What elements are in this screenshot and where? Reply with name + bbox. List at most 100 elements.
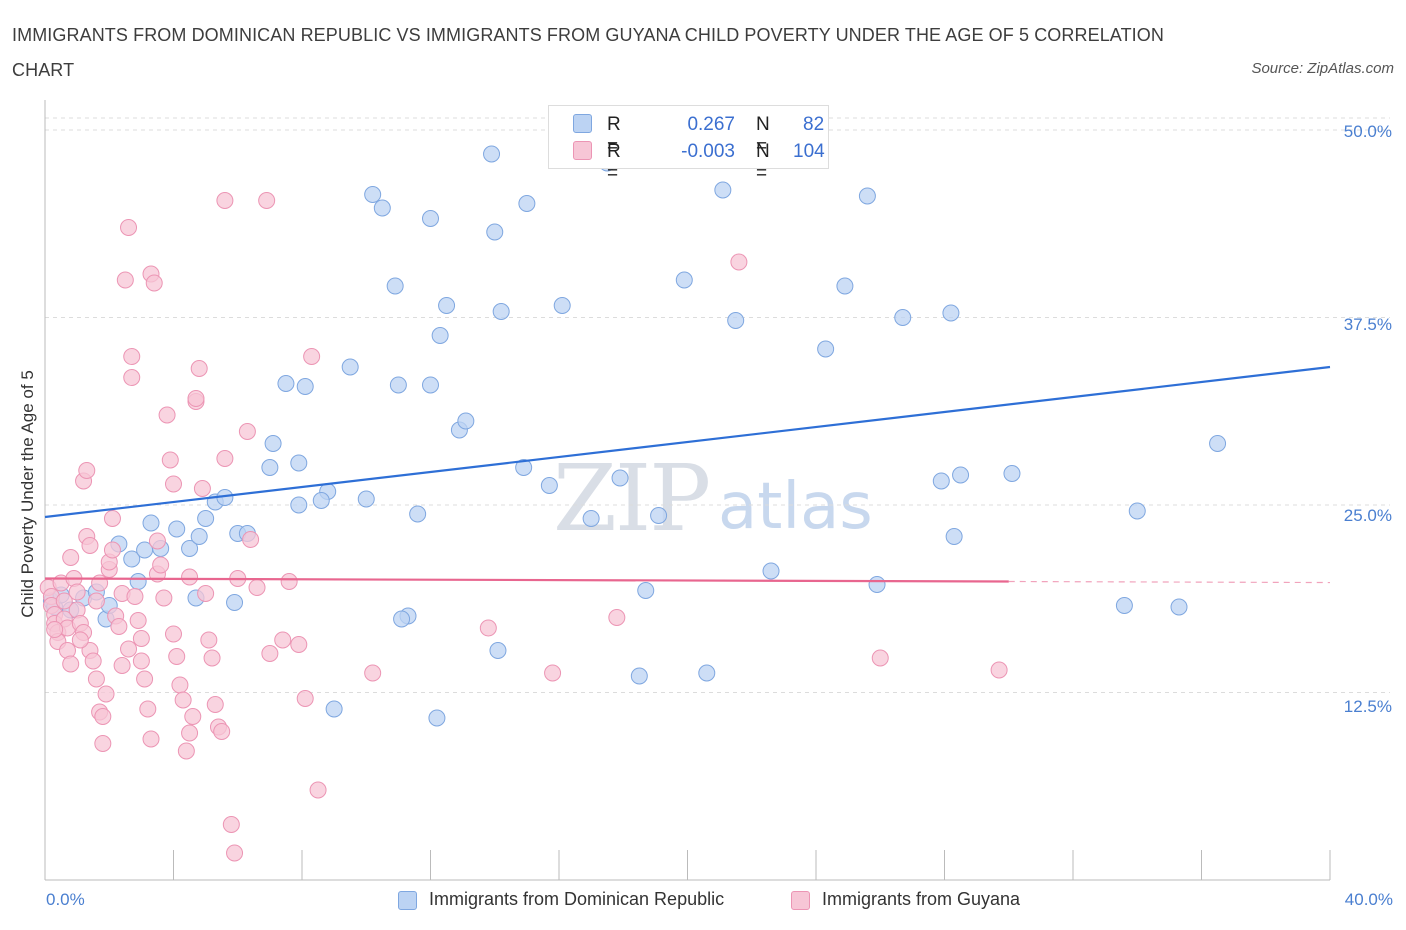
dominican-point: [364, 186, 382, 203]
y-tick-label: 37.5%: [1343, 315, 1392, 334]
guyana-point: [113, 657, 131, 674]
legend-r-label: R =: [607, 141, 621, 184]
guyana-point: [174, 691, 192, 709]
guyana-point: [97, 685, 115, 703]
legend-n-label: N =: [756, 141, 770, 184]
dominican-point: [290, 454, 308, 472]
dominican-point: [518, 195, 536, 212]
dominican-point: [142, 514, 160, 532]
guyana-point: [68, 583, 86, 601]
guyana-point: [148, 532, 166, 550]
guyana-point: [181, 568, 199, 586]
dominican-point: [492, 303, 510, 320]
guyana-point: [165, 475, 182, 493]
dominican-point: [373, 199, 391, 217]
guyana-point: [238, 423, 256, 440]
chart-title: IMMIGRANTS FROM DOMINICAN REPUBLIC VS IM…: [12, 25, 1164, 80]
guyana-point: [303, 348, 321, 365]
guyana-point: [155, 589, 173, 607]
guyana-point: [103, 510, 121, 527]
x-tick-label-max: 40.0%: [1344, 890, 1393, 909]
dominican-point: [637, 582, 655, 599]
guyana-point: [309, 781, 327, 799]
guyana-point: [103, 541, 121, 559]
guyana-point: [168, 648, 186, 665]
dominican-point: [389, 376, 407, 394]
dominican-point: [952, 466, 970, 484]
guyana-point: [171, 676, 189, 694]
guyana-point: [364, 664, 382, 682]
guyana-point: [126, 588, 144, 605]
dominican-point: [357, 490, 375, 508]
dominican-point: [457, 412, 475, 430]
guyana-point: [152, 556, 170, 574]
dominican-point: [836, 277, 854, 295]
dominican-point: [942, 304, 960, 322]
dominican-point: [226, 594, 244, 611]
guyana-point: [216, 192, 234, 209]
guyana-point: [296, 690, 314, 707]
dominican-point: [341, 358, 359, 376]
bottom-legend-label: Immigrants from Dominican Republic: [429, 889, 725, 909]
dominican-point: [190, 528, 208, 545]
guyana-point: [203, 649, 221, 667]
guyana-point: [94, 735, 112, 752]
dominican-point: [675, 271, 693, 289]
guyana-point: [190, 360, 208, 377]
guyana-point: [177, 742, 195, 760]
y-tick-label: 25.0%: [1343, 506, 1392, 525]
dominican-point: [422, 376, 439, 394]
legend-n-value: 82: [803, 114, 825, 135]
guyana-point: [242, 531, 260, 548]
guyana-point: [129, 612, 147, 629]
dominican-point: [438, 297, 456, 314]
dominican-point: [325, 700, 343, 718]
dominican-point: [123, 550, 141, 568]
guyana-point: [165, 625, 182, 643]
guyana-point: [55, 592, 73, 610]
guyana-point: [62, 655, 80, 673]
dominican-point: [129, 573, 147, 590]
guyana-point: [226, 844, 244, 862]
guyana-point: [110, 618, 128, 635]
dominican-point: [277, 375, 295, 392]
dominican-point: [727, 312, 745, 329]
dominican-point: [945, 528, 963, 545]
legend-r-label: R =: [607, 114, 621, 157]
guyana-point: [213, 723, 231, 740]
guyana-point: [990, 661, 1008, 679]
legend-swatch-blue: [573, 114, 592, 133]
legend-r-value: 0.267: [687, 114, 735, 135]
dominican-point: [858, 187, 876, 205]
dominican-point: [290, 496, 308, 514]
guyana-point: [142, 730, 160, 748]
guyana-point: [181, 724, 199, 742]
guyana-point: [87, 670, 105, 688]
dominican-point: [1170, 598, 1188, 616]
watermark-zip: ZIP: [553, 445, 711, 552]
legend-n-value: 104: [793, 141, 825, 162]
guyana-point: [197, 585, 215, 602]
dominican-point: [762, 562, 780, 580]
dominican-point: [431, 327, 449, 344]
legend-swatch-pink: [573, 141, 592, 160]
dominican-point: [386, 277, 404, 295]
guyana-point: [71, 631, 89, 649]
guyana-point: [248, 579, 266, 596]
dominican-point: [582, 510, 600, 527]
dominican-point: [817, 340, 835, 358]
dominican-point: [312, 492, 330, 509]
dominican-point: [393, 610, 411, 628]
dominican-point: [1209, 435, 1227, 452]
dominican-point: [296, 378, 314, 395]
guyana-point: [290, 636, 308, 653]
guyana-point: [132, 630, 150, 647]
dominican-point: [611, 469, 629, 487]
dominican-point: [932, 472, 950, 490]
dominican-point: [422, 210, 439, 227]
dominican-point: [489, 642, 507, 659]
bottom-legend-swatch-pink: [791, 891, 810, 910]
dominican-point: [714, 181, 732, 199]
guyana-point: [94, 708, 112, 725]
